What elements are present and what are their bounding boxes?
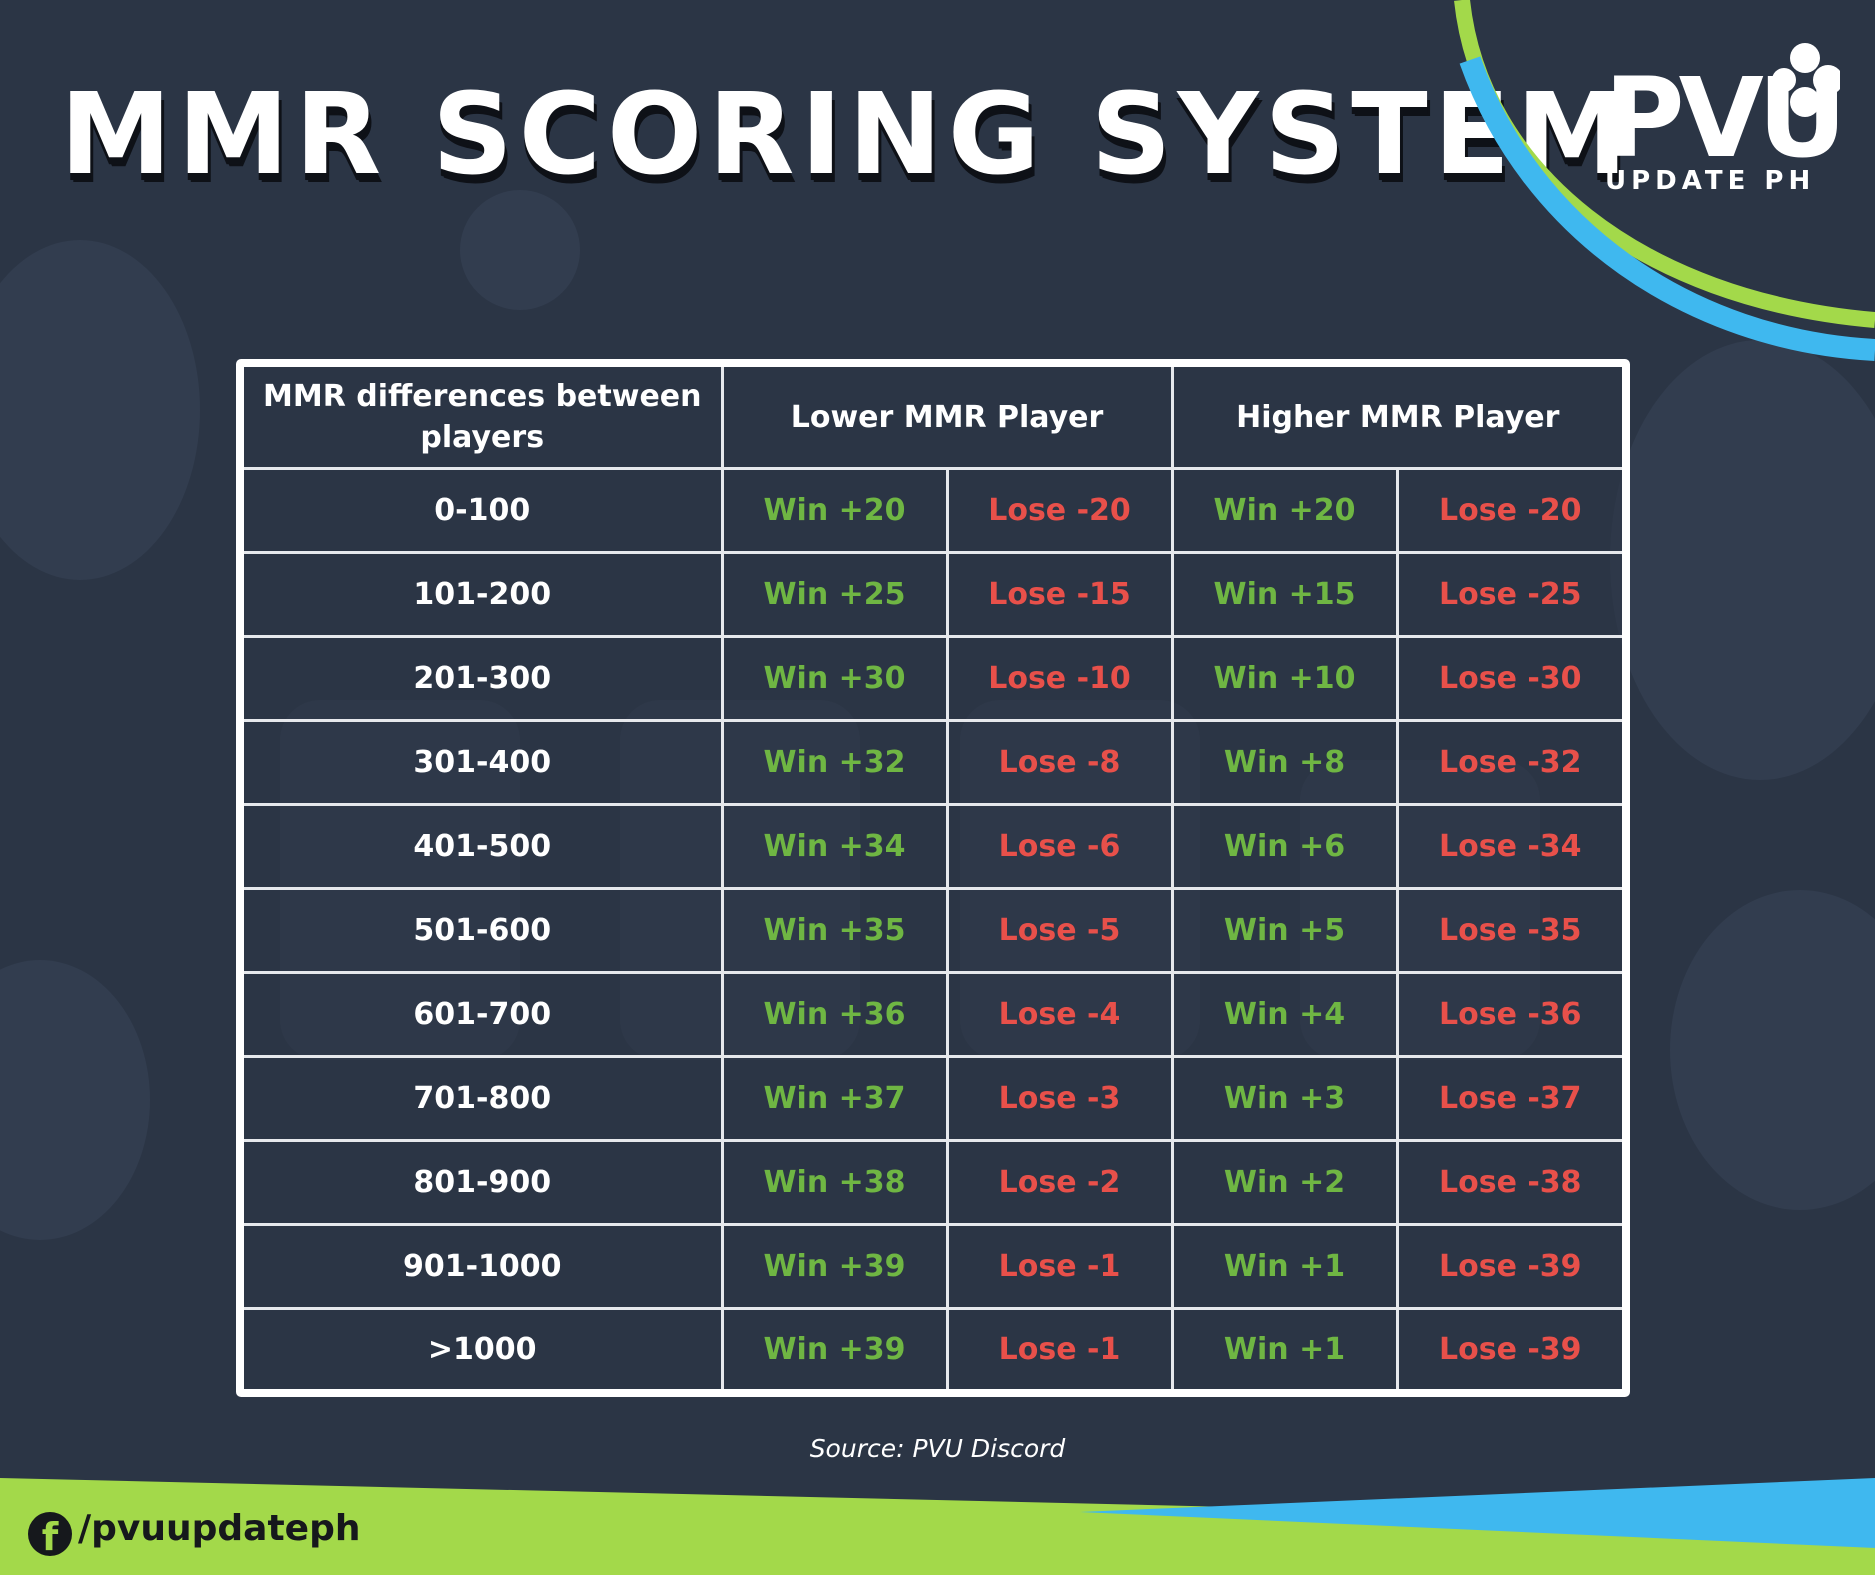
lower-win-cell: Win +32: [720, 718, 949, 806]
lower-win-cell: Win +38: [720, 1138, 949, 1226]
higher-win-cell: Win +8: [1170, 718, 1399, 806]
lower-win-cell: Win +36: [720, 970, 949, 1058]
mmr-table-frame: MMR differences between players Lower MM…: [236, 359, 1630, 1397]
lower-win-cell: Win +34: [720, 802, 949, 890]
table-row: 401-500 Win +34 Lose -6 Win +6 Lose -34: [244, 802, 1623, 890]
higher-lose-cell: Lose -35: [1395, 886, 1623, 974]
mmr-table: MMR differences between players Lower MM…: [244, 367, 1623, 1389]
higher-lose-cell: Lose -34: [1395, 802, 1623, 890]
lower-win-cell: Win +30: [720, 634, 949, 722]
lower-lose-cell: Lose -15: [945, 550, 1174, 638]
higher-lose-cell: Lose -36: [1395, 970, 1623, 1058]
lower-lose-cell: Lose -5: [945, 886, 1174, 974]
lower-win-cell: Win +20: [720, 467, 949, 554]
source-caption: Source: PVU Discord: [809, 1434, 1066, 1463]
table-row: 701-800 Win +37 Lose -3 Win +3 Lose -37: [244, 1054, 1623, 1142]
higher-lose-cell: Lose -32: [1395, 718, 1623, 806]
range-cell: 501-600: [244, 886, 724, 974]
lower-win-cell: Win +39: [720, 1306, 949, 1389]
table-row: 601-700 Win +36 Lose -4 Win +4 Lose -36: [244, 970, 1623, 1058]
header-mmr-difference: MMR differences between players: [244, 367, 724, 470]
table-header-row: MMR differences between players Lower MM…: [244, 367, 1623, 470]
lower-lose-cell: Lose -20: [945, 467, 1174, 554]
table-row: 301-400 Win +32 Lose -8 Win +8 Lose -32: [244, 718, 1623, 806]
lower-win-cell: Win +39: [720, 1222, 949, 1310]
page-title: MMR SCORING SYSTEM: [60, 70, 1634, 200]
table-row: >1000 Win +39 Lose -1 Win +1 Lose -39: [244, 1306, 1623, 1389]
range-cell: 901-1000: [244, 1222, 724, 1310]
range-cell: >1000: [244, 1306, 724, 1389]
higher-lose-cell: Lose -38: [1395, 1138, 1623, 1226]
social-handle[interactable]: /pvuupdateph: [78, 1508, 361, 1549]
logo-subtitle: UPDATE PH: [1605, 166, 1816, 196]
lower-lose-cell: Lose -6: [945, 802, 1174, 890]
higher-lose-cell: Lose -39: [1395, 1306, 1623, 1389]
table-row: 101-200 Win +25 Lose -15 Win +15 Lose -2…: [244, 550, 1623, 638]
higher-lose-cell: Lose -39: [1395, 1222, 1623, 1310]
higher-win-cell: Win +20: [1170, 467, 1399, 554]
range-cell: 801-900: [244, 1138, 724, 1226]
higher-win-cell: Win +1: [1170, 1306, 1399, 1389]
lower-lose-cell: Lose -1: [945, 1222, 1174, 1310]
header-lower-mmr-player: Lower MMR Player: [720, 367, 1174, 470]
table-row: 201-300 Win +30 Lose -10 Win +10 Lose -3…: [244, 634, 1623, 722]
higher-win-cell: Win +5: [1170, 886, 1399, 974]
higher-win-cell: Win +1: [1170, 1222, 1399, 1310]
lower-win-cell: Win +25: [720, 550, 949, 638]
facebook-glyph: f: [41, 1515, 59, 1559]
range-cell: 101-200: [244, 550, 724, 638]
higher-win-cell: Win +10: [1170, 634, 1399, 722]
higher-lose-cell: Lose -20: [1395, 467, 1623, 554]
higher-win-cell: Win +3: [1170, 1054, 1399, 1142]
range-cell: 401-500: [244, 802, 724, 890]
higher-win-cell: Win +2: [1170, 1138, 1399, 1226]
pvu-logo-mark: PVU: [1604, 43, 1840, 176]
range-cell: 301-400: [244, 718, 724, 806]
lower-win-cell: Win +35: [720, 886, 949, 974]
higher-lose-cell: Lose -37: [1395, 1054, 1623, 1142]
range-cell: 601-700: [244, 970, 724, 1058]
lower-lose-cell: Lose -10: [945, 634, 1174, 722]
table-row: 801-900 Win +38 Lose -2 Win +2 Lose -38: [244, 1138, 1623, 1226]
higher-win-cell: Win +15: [1170, 550, 1399, 638]
lower-lose-cell: Lose -4: [945, 970, 1174, 1058]
lower-win-cell: Win +37: [720, 1054, 949, 1142]
higher-lose-cell: Lose -25: [1395, 550, 1623, 638]
table-row: 501-600 Win +35 Lose -5 Win +5 Lose -35: [244, 886, 1623, 974]
footer-band: [0, 1478, 1875, 1575]
lower-lose-cell: Lose -8: [945, 718, 1174, 806]
clover-icon: [1772, 43, 1840, 117]
range-cell: 201-300: [244, 634, 724, 722]
higher-win-cell: Win +4: [1170, 970, 1399, 1058]
higher-lose-cell: Lose -30: [1395, 634, 1623, 722]
corner-decoration: [1454, 0, 1875, 361]
higher-win-cell: Win +6: [1170, 802, 1399, 890]
lower-lose-cell: Lose -1: [945, 1306, 1174, 1389]
facebook-icon[interactable]: f: [28, 1512, 72, 1559]
header-higher-mmr-player: Higher MMR Player: [1170, 367, 1623, 470]
lower-lose-cell: Lose -3: [945, 1054, 1174, 1142]
range-cell: 701-800: [244, 1054, 724, 1142]
range-cell: 0-100: [244, 467, 724, 554]
pvu-logo: PVU UPDATE PH: [1600, 36, 1860, 206]
table-row: 0-100 Win +20 Lose -20 Win +20 Lose -20: [244, 467, 1623, 554]
lower-lose-cell: Lose -2: [945, 1138, 1174, 1226]
table-row: 901-1000 Win +39 Lose -1 Win +1 Lose -39: [244, 1222, 1623, 1310]
